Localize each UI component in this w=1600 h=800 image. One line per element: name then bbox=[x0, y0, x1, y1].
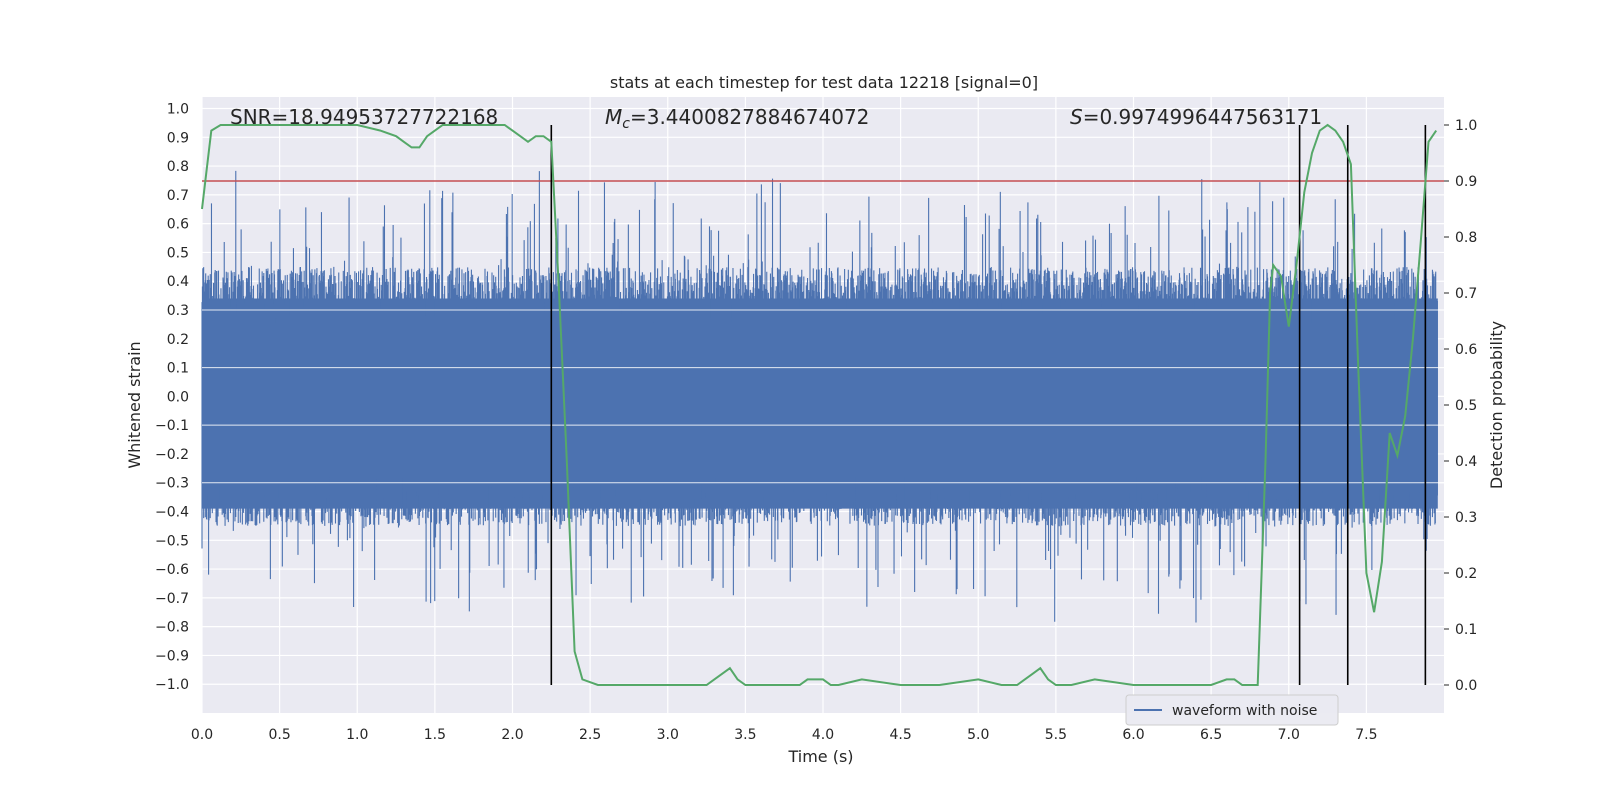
waveform-series bbox=[201, 170, 1444, 623]
y-left-tick-12: −0.2 bbox=[155, 447, 189, 463]
y-left-tick-18: −0.8 bbox=[155, 620, 189, 636]
y-right-axis-label: Detection probability bbox=[1487, 321, 1506, 489]
y-left-tick-16: −0.6 bbox=[155, 562, 189, 578]
legend: waveform with noise bbox=[1125, 694, 1339, 726]
chirp-mass-subscript: c bbox=[622, 116, 630, 132]
chirp-mass-annotation: Mc=3.4400827884674072 bbox=[605, 105, 869, 132]
y-left-tick-0: 1.0 bbox=[167, 102, 189, 118]
probability-line bbox=[201, 123, 1438, 686]
x-tick-10: 5.0 bbox=[967, 727, 989, 743]
y-left-tick-10: 0.0 bbox=[167, 389, 189, 405]
x-axis-label: Time (s) bbox=[787, 747, 853, 766]
x-tick-0: 0.0 bbox=[191, 727, 213, 743]
y-right-tick-10: 0.0 bbox=[1455, 678, 1477, 694]
x-tick-4: 2.0 bbox=[501, 727, 523, 743]
y-right-tick-1: 0.9 bbox=[1455, 174, 1477, 190]
score-symbol: S bbox=[1070, 105, 1083, 129]
y-left-tick-20: −1.0 bbox=[155, 677, 189, 693]
chart-title: stats at each timestep for test data 122… bbox=[610, 73, 1038, 92]
legend-box bbox=[1125, 694, 1339, 726]
x-tick-7: 3.5 bbox=[734, 727, 756, 743]
chirp-mass-symbol: M bbox=[605, 105, 622, 129]
y-left-tick-6: 0.4 bbox=[167, 274, 189, 290]
y-left-tick-7: 0.3 bbox=[167, 303, 189, 319]
y-right-tick-8: 0.2 bbox=[1455, 566, 1477, 582]
y-right-tick-2: 0.8 bbox=[1455, 230, 1477, 246]
y-left-axis-label: Whitened strain bbox=[125, 341, 144, 468]
x-tick-14: 7.0 bbox=[1278, 727, 1300, 743]
y-left-tick-17: −0.7 bbox=[155, 591, 189, 607]
x-tick-11: 5.5 bbox=[1045, 727, 1067, 743]
x-tick-8: 4.0 bbox=[812, 727, 834, 743]
score-value: =0.9974996447563171 bbox=[1083, 105, 1322, 129]
y-left-tick-3: 0.7 bbox=[167, 188, 189, 204]
x-tick-6: 3.0 bbox=[657, 727, 679, 743]
chirp-mass-value: =3.4400827884674072 bbox=[630, 105, 869, 129]
y-left-tick-5: 0.5 bbox=[167, 245, 189, 261]
y-left-tick-15: −0.5 bbox=[155, 533, 189, 549]
legend-label: waveform with noise bbox=[1172, 703, 1317, 719]
y-left-tick-1: 0.9 bbox=[167, 130, 189, 146]
x-tick-9: 4.5 bbox=[889, 727, 911, 743]
y-right-tick-5: 0.5 bbox=[1455, 398, 1477, 414]
score-annotation: S=0.9974996447563171 bbox=[1070, 105, 1322, 129]
x-tick-15: 7.5 bbox=[1355, 727, 1377, 743]
y-left-tick-8: 0.2 bbox=[167, 332, 189, 348]
y-right-tick-6: 0.4 bbox=[1455, 454, 1477, 470]
y-right-tick-3: 0.7 bbox=[1455, 286, 1477, 302]
y-left-tick-11: −0.1 bbox=[155, 418, 189, 434]
x-tick-3: 1.5 bbox=[424, 727, 446, 743]
y-left-tick-labels: 1.0 0.9 0.8 0.7 0.6 0.5 0.4 0.3 0.2 0.1 0.0 −0.1 −0.… bbox=[155, 102, 189, 694]
x-tick-13: 6.5 bbox=[1200, 727, 1222, 743]
x-tick-5: 2.5 bbox=[579, 727, 601, 743]
y-left-tick-13: −0.3 bbox=[155, 476, 189, 492]
y-right-tick-9: 0.1 bbox=[1455, 622, 1477, 638]
y-right-tick-0: 1.0 bbox=[1455, 118, 1477, 134]
x-tick-2: 1.0 bbox=[346, 727, 368, 743]
y-right-tick-labels: 1.0 0.9 0.8 0.7 0.6 0.5 0.4 0.3 0.2 0.1 0.0 bbox=[1444, 118, 1477, 694]
y-right-tick-7: 0.3 bbox=[1455, 510, 1477, 526]
y-left-tick-4: 0.6 bbox=[167, 217, 189, 233]
snr-annotation: SNR=18.94953727722168 bbox=[230, 105, 498, 129]
y-left-tick-14: −0.4 bbox=[155, 505, 189, 521]
y-right-tick-4: 0.6 bbox=[1455, 342, 1477, 358]
y-left-tick-2: 0.8 bbox=[167, 159, 189, 175]
y-left-tick-19: −0.9 bbox=[155, 648, 189, 664]
x-tick-1: 0.5 bbox=[268, 727, 290, 743]
x-tick-12: 6.0 bbox=[1122, 727, 1144, 743]
threshold-and-markers bbox=[202, 125, 1444, 685]
x-tick-labels: 0.0 0.5 1.0 1.5 2.0 2.5 3.0 3.5 4.0 4.5 5.0 5.5 6.0 6… bbox=[191, 727, 1378, 743]
y-left-tick-9: 0.1 bbox=[167, 361, 189, 377]
